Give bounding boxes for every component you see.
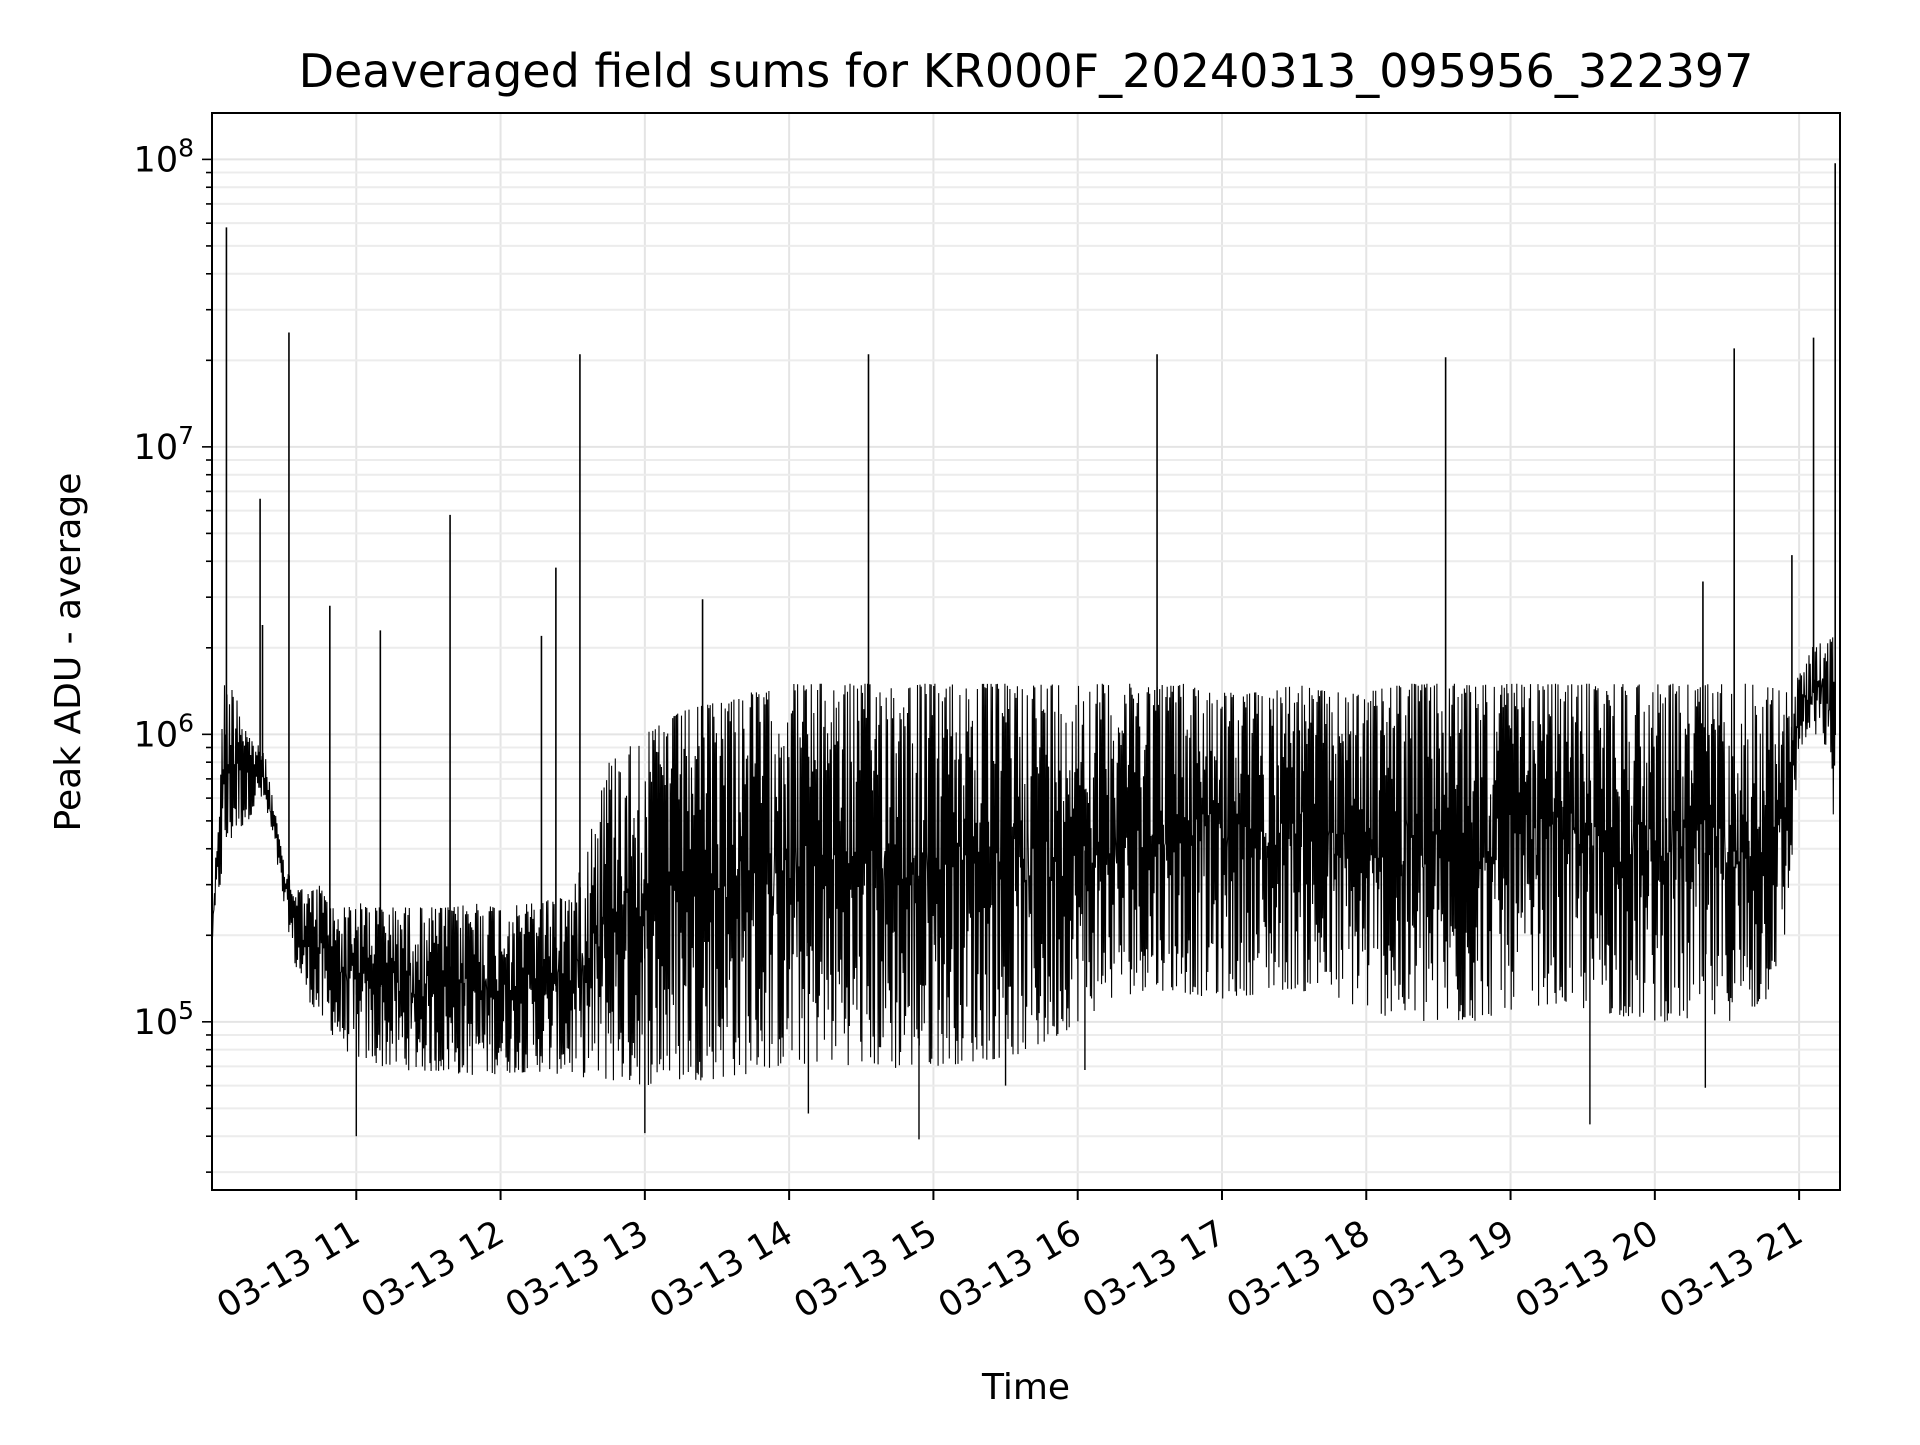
x-axis-label: Time: [981, 1367, 1070, 1408]
plot-frame: [211, 112, 1841, 1191]
y-axis-label: Peak ADU - average: [48, 473, 89, 832]
y-tick-label: 108: [134, 133, 194, 180]
chart-title: Deaveraged field sums for KR000F_2024031…: [299, 44, 1754, 98]
grid: [212, 113, 1840, 1190]
data-series: [211, 163, 1836, 1140]
y-tick-label: 105: [134, 996, 194, 1043]
y-tick-label: 107: [134, 421, 194, 468]
series-line: [211, 637, 1836, 1086]
y-tick-label: 106: [134, 708, 194, 755]
